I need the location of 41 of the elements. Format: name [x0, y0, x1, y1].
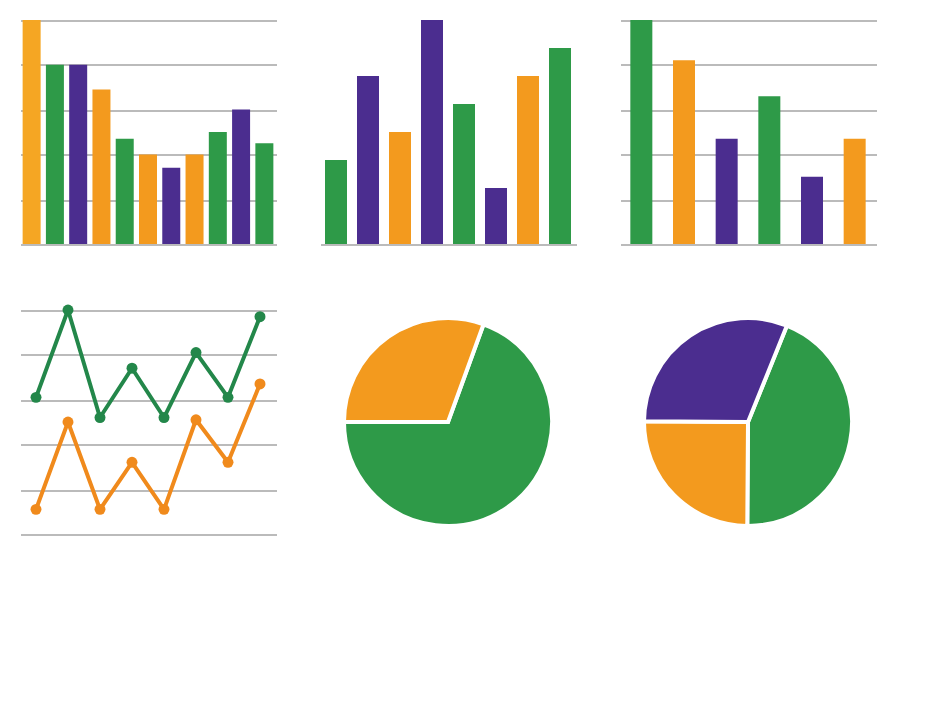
point: [222, 456, 234, 468]
bar: [208, 132, 227, 244]
point: [222, 391, 234, 403]
bar: [92, 89, 111, 244]
bar: [115, 138, 134, 244]
bar: [185, 154, 204, 244]
bar: [389, 132, 411, 244]
bar: [232, 109, 251, 244]
bar: [843, 138, 866, 244]
bar: [715, 138, 738, 244]
bar: [255, 143, 274, 244]
bar: [162, 167, 181, 244]
bar: [139, 154, 157, 244]
point: [94, 412, 106, 423]
bar: [453, 104, 475, 244]
bar: [673, 60, 695, 244]
point: [254, 378, 266, 390]
bar: [69, 64, 88, 244]
bar: [549, 48, 571, 244]
bar: [801, 176, 823, 244]
point: [126, 362, 138, 374]
bar: [421, 20, 443, 244]
point: [158, 503, 170, 515]
bar: [45, 64, 64, 244]
point: [30, 391, 42, 403]
point: [254, 311, 266, 323]
point: [30, 503, 42, 515]
point: [190, 414, 202, 426]
point: [62, 304, 74, 316]
point: [158, 412, 170, 423]
bar: [22, 20, 41, 244]
bar: [357, 76, 379, 244]
bar: [630, 20, 653, 244]
point: [126, 456, 138, 468]
bar: [325, 160, 347, 244]
point: [190, 347, 202, 359]
point: [94, 503, 106, 515]
bar: [485, 188, 507, 244]
pie-slice: [342, 322, 554, 528]
bar: [758, 96, 781, 244]
bar: [517, 76, 539, 244]
